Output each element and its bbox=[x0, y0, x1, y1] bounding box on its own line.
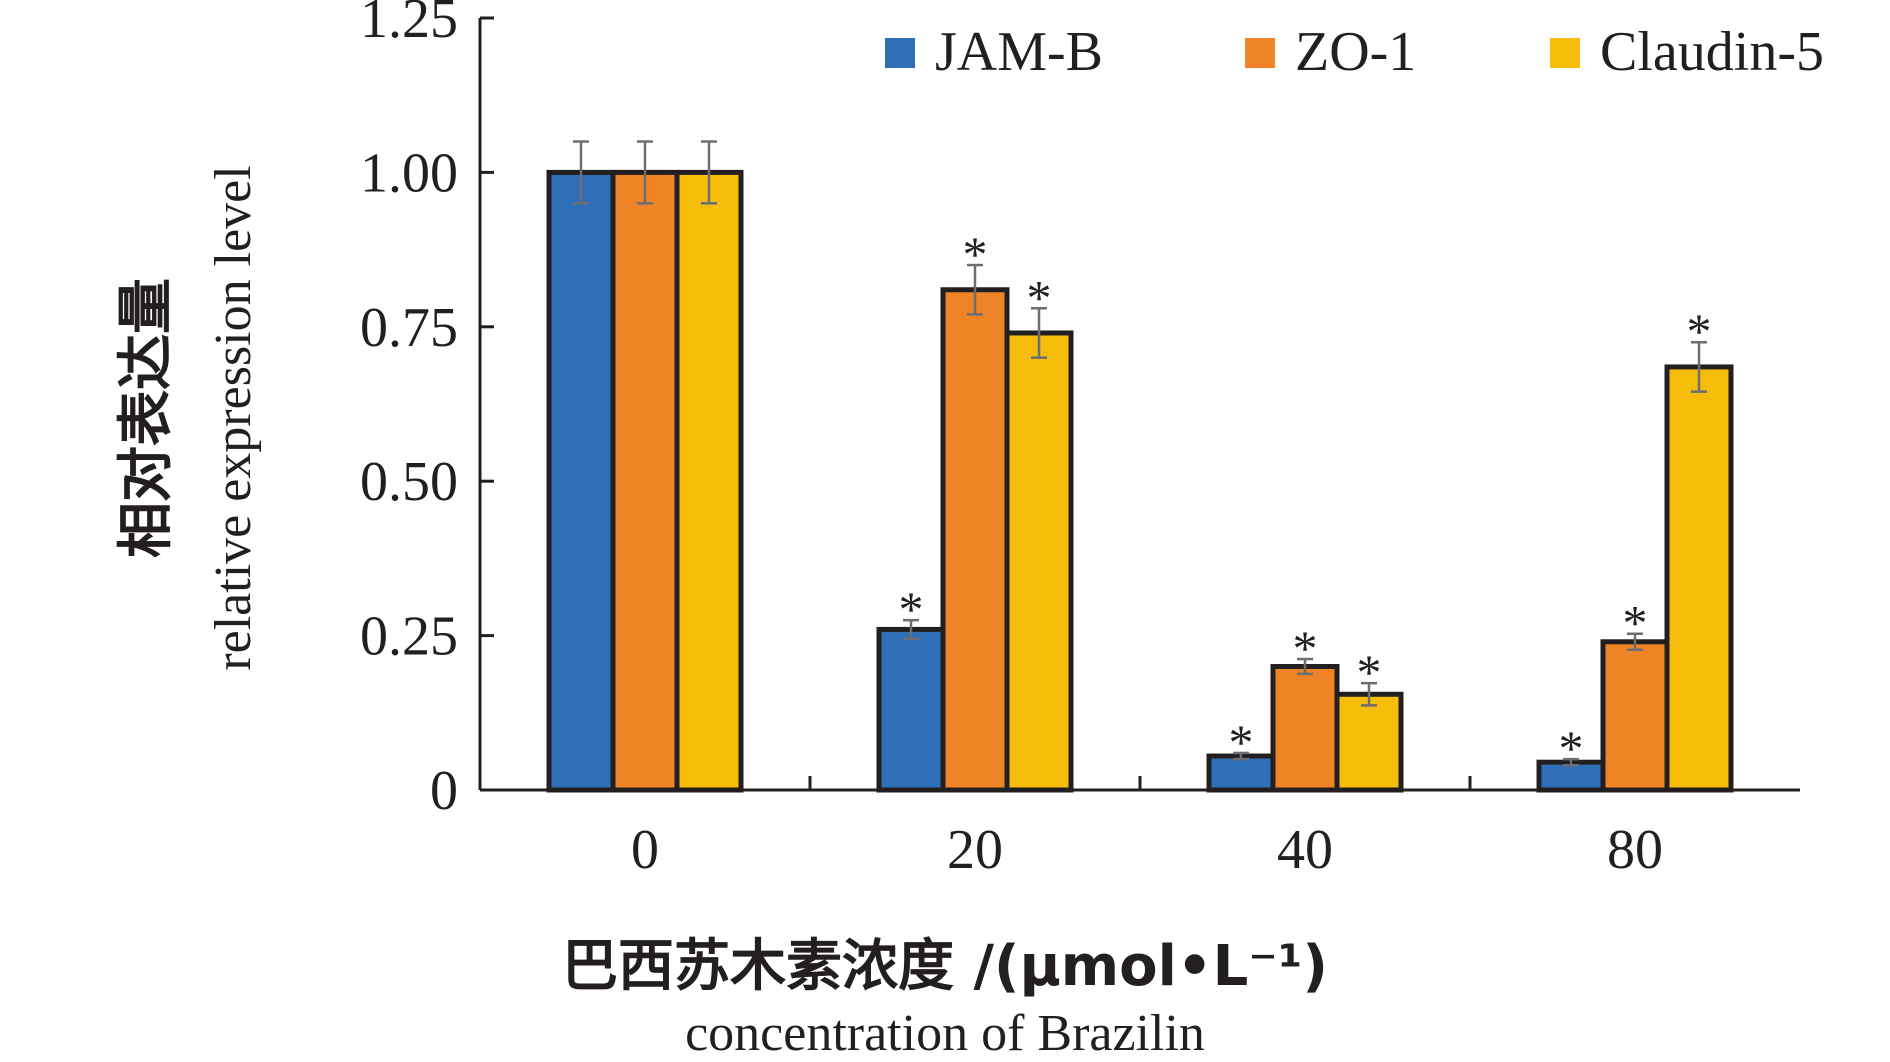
x-tick-label: 20 bbox=[947, 819, 1003, 881]
y-tick-label: 1.00 bbox=[360, 142, 458, 204]
y-tick-label: 0.75 bbox=[360, 297, 458, 359]
bar bbox=[876, 626, 946, 793]
legend-label: JAM-B bbox=[935, 21, 1103, 83]
x-axis-label-cn: 巴西苏木素浓度 /(μmol•L⁻¹) bbox=[562, 934, 1328, 999]
axis-labels: 相对表达量 relative expression level 巴西苏木素浓度 … bbox=[114, 165, 1328, 1062]
y-axis-label-en: relative expression level bbox=[205, 165, 262, 670]
bar bbox=[674, 169, 744, 793]
bars: * * * * * * * * * bbox=[546, 140, 1734, 793]
x-tick-label: 80 bbox=[1607, 819, 1663, 881]
bar bbox=[1270, 663, 1340, 793]
x-tick-label: 0 bbox=[631, 819, 659, 881]
significance-marker: * bbox=[1623, 595, 1648, 651]
bar bbox=[1004, 330, 1074, 793]
bar bbox=[1664, 364, 1734, 793]
bar bbox=[610, 169, 680, 793]
y-tick-label: 0.25 bbox=[360, 606, 458, 668]
significance-marker: * bbox=[1559, 720, 1584, 776]
y-tick-label: 0.50 bbox=[360, 451, 458, 513]
axes: 0 0.25 0.50 0.75 1.00 1.25 0 20 40 80 bbox=[360, 0, 1800, 881]
bar bbox=[940, 287, 1010, 793]
bar bbox=[1206, 753, 1276, 793]
y-axis-label-cn: 相对表达量 bbox=[114, 278, 179, 558]
significance-marker: * bbox=[1687, 303, 1712, 359]
legend-swatch bbox=[1245, 38, 1275, 68]
significance-marker: * bbox=[1293, 620, 1318, 676]
bar bbox=[1334, 691, 1404, 793]
legend: JAM-B ZO-1 Claudin-5 bbox=[885, 21, 1824, 83]
bar bbox=[1600, 639, 1670, 793]
significance-marker: * bbox=[1229, 714, 1254, 770]
legend-label: Claudin-5 bbox=[1600, 21, 1824, 83]
significance-marker: * bbox=[1027, 269, 1052, 325]
y-tick-label: 1.25 bbox=[360, 0, 458, 50]
x-tick-label: 40 bbox=[1277, 819, 1333, 881]
legend-swatch bbox=[885, 38, 915, 68]
significance-marker: * bbox=[899, 581, 924, 637]
significance-marker: * bbox=[963, 226, 988, 282]
significance-marker: * bbox=[1357, 644, 1382, 700]
bar bbox=[1536, 759, 1606, 793]
x-axis-label-en: concentration of Brazilin bbox=[685, 1005, 1205, 1062]
y-tick-label: 0 bbox=[430, 760, 458, 822]
bar bbox=[546, 169, 616, 793]
legend-label: ZO-1 bbox=[1295, 21, 1416, 83]
legend-swatch bbox=[1550, 38, 1580, 68]
